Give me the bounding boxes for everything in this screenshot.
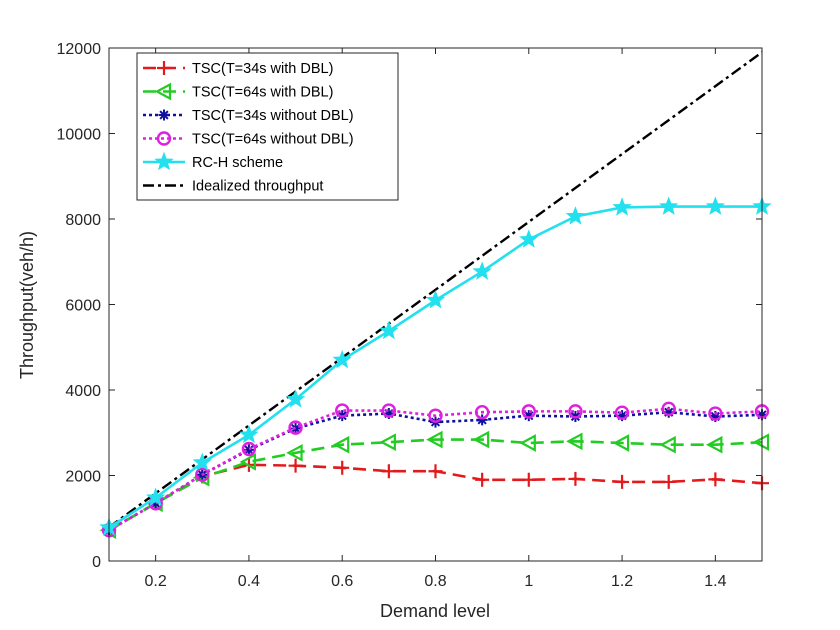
data-point-tsc-t-34s-without-dbl xyxy=(476,414,488,426)
legend-entry-rc-h-scheme: RC-H scheme xyxy=(143,151,283,171)
legend-marker xyxy=(154,82,172,101)
data-point-tsc-t-34s-without-dbl xyxy=(383,408,395,420)
data-point-rc-h-scheme xyxy=(612,197,632,216)
data-point-tsc-t-64s-without-dbl xyxy=(614,405,630,420)
series-idealized-throughput xyxy=(108,51,763,529)
data-point-tsc-t-64s-without-dbl xyxy=(428,408,443,423)
data-point-rc-h-scheme xyxy=(332,349,352,369)
data-point-tsc-t-34s-without-dbl xyxy=(663,406,675,418)
legend-entry-tsc-t-64s-without-dbl: TSC(T=64s without DBL) xyxy=(143,131,354,148)
y-tick-label: 10000 xyxy=(57,127,102,144)
y-tick-label: 4000 xyxy=(65,383,101,400)
legend-entry-tsc-t-64s-with-dbl: TSC(T=64s with DBL) xyxy=(143,82,333,101)
legend-entry-tsc-t-34s-without-dbl: TSC(T=34s without DBL) xyxy=(143,108,354,124)
data-point-tsc-t-64s-with-dbl xyxy=(332,435,350,454)
legend-entry-tsc-t-34s-with-dbl: TSC(T=34s with DBL) xyxy=(143,61,333,77)
data-point-rc-h-scheme xyxy=(565,206,586,225)
y-tick-label: 2000 xyxy=(65,469,101,486)
data-point-tsc-t-64s-without-dbl xyxy=(195,467,210,482)
data-point-tsc-t-34s-with-dbl xyxy=(521,472,536,487)
x-tick-label: 1.2 xyxy=(611,573,633,590)
y-tick-label: 6000 xyxy=(65,298,101,315)
data-point-tsc-t-34s-with-dbl xyxy=(475,472,490,487)
tick-layer: 0.2 0.4 0.6 0.8 1 1.2 1.4 0 2000 4000 6000 8000 1000… xyxy=(57,41,762,590)
data-point-tsc-t-34s-with-dbl xyxy=(568,471,583,486)
legend: TSC(T=34s with DBL) TSC(T=64s with DBL) TS… xyxy=(136,52,399,201)
data-point-rc-h-scheme xyxy=(192,452,212,471)
legend-label: RC-H scheme xyxy=(192,155,283,171)
data-point-tsc-t-64s-with-dbl xyxy=(519,434,536,452)
series-line-tsc-t-64s-with-dbl xyxy=(108,438,763,532)
y-axis-title: Throughput(veh/h) xyxy=(17,231,37,379)
x-tick-label: 0.6 xyxy=(331,573,353,590)
data-point-rc-h-scheme xyxy=(145,487,166,506)
data-point-tsc-t-64s-with-dbl xyxy=(706,435,723,454)
data-point-tsc-t-34s-without-dbl xyxy=(150,497,162,509)
legend-box xyxy=(136,52,399,201)
data-point-tsc-t-64s-with-dbl xyxy=(659,435,676,454)
data-point-tsc-t-34s-with-dbl xyxy=(428,464,443,479)
y-tick-label: 12000 xyxy=(57,41,102,58)
data-point-tsc-t-34s-with-dbl xyxy=(288,458,303,473)
legend-marker xyxy=(157,61,171,75)
data-point-rc-h-scheme xyxy=(519,229,539,248)
data-point-tsc-t-64s-without-dbl xyxy=(521,404,536,419)
data-point-rc-h-scheme xyxy=(705,196,726,215)
data-point-tsc-t-64s-with-dbl xyxy=(239,452,257,471)
x-tick-label: 1.4 xyxy=(704,573,726,590)
data-point-tsc-t-34s-without-dbl xyxy=(523,410,535,422)
legend-label: Idealized throughput xyxy=(192,179,323,195)
data-point-tsc-t-64s-without-dbl xyxy=(661,401,676,417)
legend-label: TSC(T=34s without DBL) xyxy=(192,108,354,124)
x-tick-label: 0.4 xyxy=(238,573,260,590)
data-point-tsc-t-64s-without-dbl xyxy=(381,403,397,418)
data-point-tsc-t-34s-with-dbl xyxy=(661,474,676,489)
data-point-tsc-t-34s-without-dbl xyxy=(243,444,255,456)
x-tick-label: 1 xyxy=(524,573,533,590)
data-point-rc-h-scheme xyxy=(425,290,446,309)
data-point-tsc-t-64s-with-dbl xyxy=(612,434,630,452)
data-point-tsc-t-64s-with-dbl xyxy=(379,433,396,451)
data-point-tsc-t-34s-with-dbl xyxy=(708,472,723,487)
data-point-tsc-t-64s-without-dbl xyxy=(568,404,583,419)
x-axis-title: Demand level xyxy=(380,601,490,621)
data-point-rc-h-scheme xyxy=(285,389,306,408)
y-tick-label: 8000 xyxy=(65,212,101,229)
legend-marker xyxy=(158,109,170,121)
series-layer xyxy=(99,51,772,540)
data-point-rc-h-scheme xyxy=(239,424,259,444)
legend-label: TSC(T=64s without DBL) xyxy=(192,132,354,148)
series-line-tsc-t-64s-without-dbl xyxy=(108,407,763,532)
data-point-tsc-t-64s-with-dbl xyxy=(426,430,443,449)
legend-entry-idealized-throughput: Idealized throughput xyxy=(143,179,323,195)
data-point-tsc-t-64s-with-dbl xyxy=(472,430,490,449)
data-point-tsc-t-64s-without-dbl xyxy=(335,403,350,418)
data-point-tsc-t-64s-without-dbl xyxy=(288,420,303,435)
data-point-tsc-t-64s-with-dbl xyxy=(566,432,583,451)
legend-marker xyxy=(154,151,174,171)
series-line-idealized-throughput xyxy=(108,51,763,529)
x-tick-label: 0.2 xyxy=(145,573,167,590)
data-point-rc-h-scheme xyxy=(659,196,679,215)
data-point-tsc-t-64s-without-dbl xyxy=(241,441,257,457)
legend-label: TSC(T=64s with DBL) xyxy=(192,85,333,101)
data-point-tsc-t-64s-without-dbl xyxy=(708,406,723,421)
data-point-tsc-t-34s-with-dbl xyxy=(335,460,350,475)
data-point-tsc-t-34s-without-dbl xyxy=(709,411,721,423)
data-point-tsc-t-34s-without-dbl xyxy=(616,410,628,422)
legend-label: TSC(T=34s with DBL) xyxy=(192,61,333,77)
data-point-tsc-t-64s-without-dbl xyxy=(474,405,490,420)
x-tick-label: 0.8 xyxy=(424,573,446,590)
data-point-tsc-t-34s-with-dbl xyxy=(381,464,396,479)
data-point-rc-h-scheme xyxy=(472,261,492,280)
legend-marker xyxy=(156,131,172,146)
data-point-rc-h-scheme xyxy=(379,320,399,340)
y-tick-label: 0 xyxy=(92,554,101,571)
data-point-tsc-t-64s-with-dbl xyxy=(286,444,303,462)
data-point-tsc-t-34s-with-dbl xyxy=(615,474,630,489)
